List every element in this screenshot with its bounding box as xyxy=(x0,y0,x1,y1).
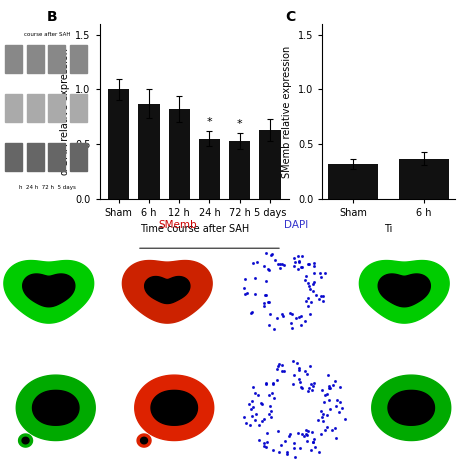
Polygon shape xyxy=(16,375,95,440)
Text: h  24 h  72 h  5 days: h 24 h 72 h 5 days xyxy=(19,185,76,191)
Bar xyxy=(48,143,65,171)
Y-axis label: SMemb relative expression: SMemb relative expression xyxy=(283,45,292,178)
X-axis label: Ti: Ti xyxy=(384,224,393,234)
Bar xyxy=(27,45,44,73)
Bar xyxy=(5,143,22,171)
Text: DAPI: DAPI xyxy=(284,220,309,230)
Text: SMemb: SMemb xyxy=(158,220,197,230)
Bar xyxy=(48,45,65,73)
Bar xyxy=(399,158,449,199)
Bar xyxy=(70,94,87,122)
Polygon shape xyxy=(151,391,198,425)
Polygon shape xyxy=(372,375,451,440)
Bar xyxy=(108,90,129,199)
X-axis label: Time course after SAH: Time course after SAH xyxy=(140,224,249,234)
Polygon shape xyxy=(135,375,214,440)
Bar xyxy=(169,109,190,199)
Polygon shape xyxy=(359,261,449,323)
Polygon shape xyxy=(23,274,75,307)
Polygon shape xyxy=(388,391,435,425)
Text: *: * xyxy=(207,117,212,127)
Polygon shape xyxy=(141,438,147,444)
Polygon shape xyxy=(22,438,29,444)
Polygon shape xyxy=(122,261,212,323)
Bar xyxy=(48,94,65,122)
Polygon shape xyxy=(18,434,33,447)
Text: course after SAH: course after SAH xyxy=(24,33,71,37)
Polygon shape xyxy=(378,274,430,307)
Bar xyxy=(70,45,87,73)
Bar xyxy=(138,104,160,199)
Bar xyxy=(229,141,250,199)
Polygon shape xyxy=(145,276,190,303)
Bar xyxy=(5,45,22,73)
Polygon shape xyxy=(137,434,151,447)
Y-axis label: α-SMA relative expression: α-SMA relative expression xyxy=(60,48,70,175)
Bar xyxy=(27,94,44,122)
Bar xyxy=(70,143,87,171)
Text: B: B xyxy=(46,9,57,24)
Bar xyxy=(259,130,281,199)
Text: C: C xyxy=(285,9,295,24)
Bar xyxy=(328,164,378,199)
Text: *: * xyxy=(237,119,243,129)
Bar xyxy=(199,139,220,199)
Bar xyxy=(5,94,22,122)
Polygon shape xyxy=(4,261,94,323)
Polygon shape xyxy=(33,391,79,425)
Bar xyxy=(27,143,44,171)
